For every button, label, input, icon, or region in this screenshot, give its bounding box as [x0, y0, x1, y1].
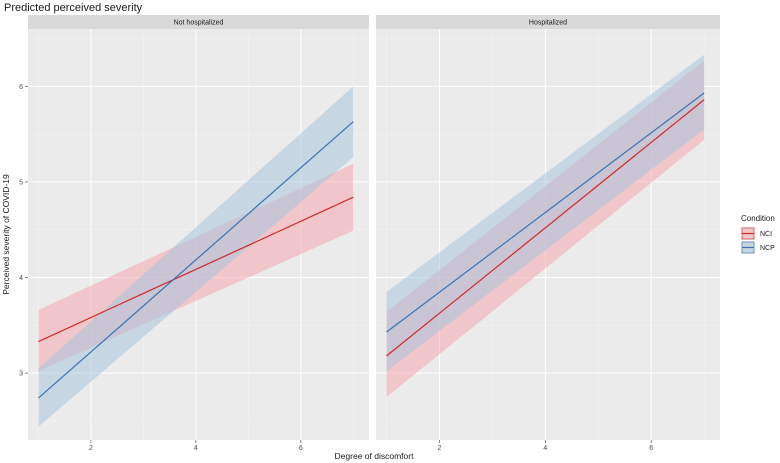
legend-label-ncp: NCP: [760, 245, 775, 252]
panel-strip-label: Not hospitalized: [174, 20, 224, 27]
x-tick-label: 4: [543, 445, 547, 452]
legend-title: Condition: [741, 214, 775, 223]
chart-title: Predicted perceived severity: [4, 2, 143, 14]
y-tick-label: 4: [19, 275, 23, 282]
x-axis-ticks: 2 4 6: [438, 440, 653, 452]
confidence-band-ncp: [38, 86, 354, 427]
x-tick-label: 4: [194, 445, 198, 452]
legend-item-nci: NCI: [741, 227, 772, 240]
y-tick-label: 3: [19, 371, 23, 378]
y-axis-title: Perceived severity of COVID-19: [1, 174, 11, 295]
series-line-nci: [386, 99, 705, 357]
panel-strip-label: Hospitalized: [529, 20, 567, 27]
panel-strip: [376, 15, 720, 29]
series-line-ncp: [38, 121, 354, 399]
fit-lines: [386, 92, 705, 357]
panel-not-hospitalized: Not hospitalized 2 4 6 3 4 5 6: [19, 15, 369, 452]
x-tick-label: 6: [649, 445, 653, 452]
x-tick-label: 6: [299, 445, 303, 452]
fit-lines: [38, 121, 354, 399]
x-axis-ticks: 2 4 6: [89, 440, 303, 452]
panel-strip: [28, 15, 369, 29]
y-axis-ticks: 3 4 5 6: [19, 84, 28, 378]
x-tick-label: 2: [89, 445, 93, 452]
y-tick-label: 6: [19, 84, 23, 91]
y-tick-label: 5: [19, 179, 23, 186]
panel-hospitalized: Hospitalized 2 4 6: [376, 15, 720, 452]
series-line-nci: [38, 196, 354, 343]
confidence-bands: [38, 86, 354, 427]
series-line-ncp: [386, 92, 705, 333]
legend: Condition NCI NCP: [741, 214, 775, 254]
legend-label-nci: NCI: [760, 231, 772, 238]
legend-item-ncp: NCP: [741, 241, 775, 254]
x-tick-label: 2: [438, 445, 442, 452]
x-axis-title: Degree of discomfort: [335, 451, 415, 461]
